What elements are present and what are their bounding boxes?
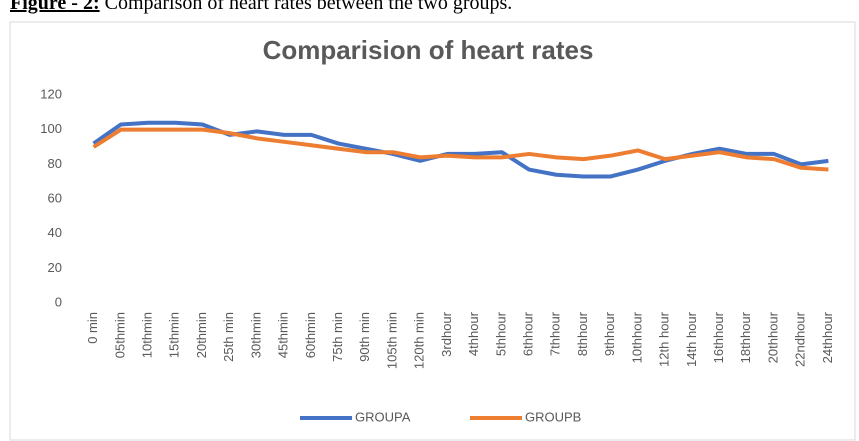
- chart-frame: [9, 21, 856, 441]
- legend-label: GROUPA: [355, 409, 411, 424]
- caption-label: Figure - 2:: [10, 0, 100, 14]
- legend-label: GROUPB: [525, 409, 581, 424]
- x-tick-label: 90th min: [357, 312, 372, 362]
- x-tick-label: 6thhour: [520, 311, 535, 356]
- y-tick-label: 100: [40, 121, 62, 136]
- x-tick-label: 7thhour: [548, 311, 563, 356]
- x-tick-label: 15thmin: [167, 312, 182, 358]
- x-tick-label: 120th min: [412, 312, 427, 369]
- x-tick-label: 5thhour: [493, 311, 508, 356]
- x-tick-label: 3rdhour: [439, 311, 454, 356]
- x-tick-label: 75th min: [330, 312, 345, 362]
- x-tick-label: 10thhour: [629, 311, 644, 363]
- series-line: [92, 127, 829, 172]
- x-tick-label: 8thhour: [575, 311, 590, 356]
- y-tick-label: 80: [48, 156, 62, 171]
- x-tick-label: 20thhour: [765, 311, 780, 363]
- caption: Figure - 2: Comparison of heart rates be…: [10, 0, 512, 14]
- x-tick-label: 60thmin: [303, 312, 318, 358]
- x-tick-label: 25th min: [221, 312, 236, 362]
- x-tick-label: 105th min: [384, 312, 399, 369]
- x-tick-label: 14th hour: [684, 311, 699, 367]
- chart-title: Comparision of heart rates: [263, 35, 594, 65]
- x-tick-label: 9thhour: [602, 311, 617, 356]
- x-tick-label: 10thmin: [139, 312, 154, 358]
- y-tick-label: 120: [40, 86, 62, 101]
- x-tick-label: 22ndhour: [793, 311, 808, 367]
- x-tick-label: 16thhour: [711, 311, 726, 363]
- x-tick-label: 20thmin: [194, 312, 209, 358]
- x-tick-label: 18thhour: [738, 311, 753, 363]
- x-tick-label: 24thhour: [820, 311, 835, 363]
- x-tick-label: 45thmin: [276, 312, 291, 358]
- y-tick-label: 0: [55, 294, 62, 309]
- y-tick-label: 20: [48, 260, 62, 275]
- y-tick-label: 40: [48, 225, 62, 240]
- caption-text: Comparison of heart rates between the tw…: [105, 0, 513, 14]
- x-tick-label: 05thmin: [112, 312, 127, 358]
- x-tick-label: 30thmin: [248, 312, 263, 358]
- x-tick-label: 0 min: [85, 312, 100, 344]
- x-tick-label: 4thhour: [466, 311, 481, 356]
- x-tick-label: 12th hour: [657, 311, 672, 367]
- y-tick-label: 60: [48, 190, 62, 205]
